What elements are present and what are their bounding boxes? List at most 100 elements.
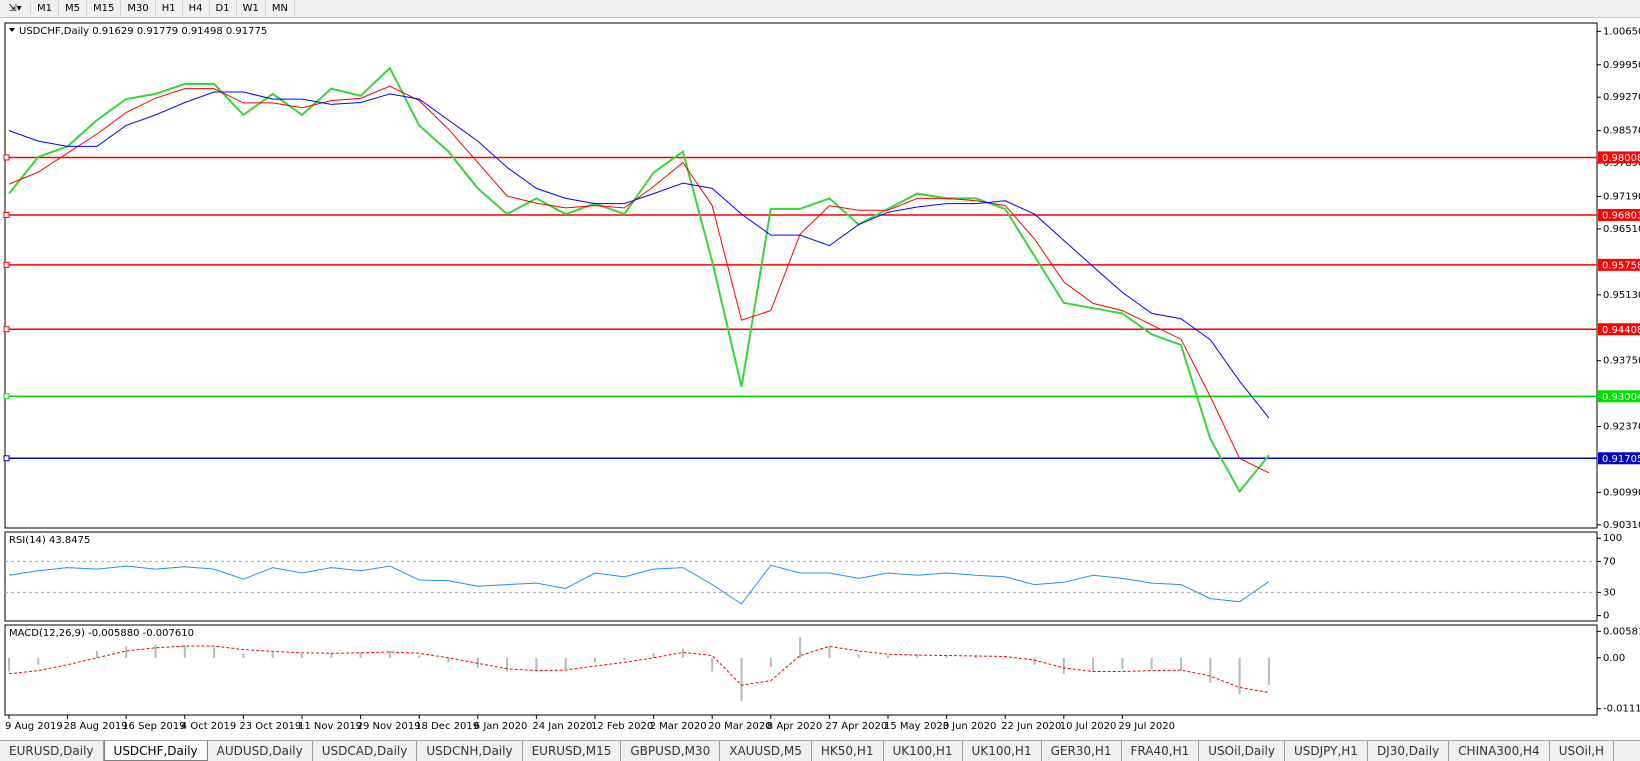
- histogram-bar: [242, 653, 245, 658]
- level-marker: [3, 261, 10, 268]
- level-label-box: [1598, 452, 1640, 465]
- timeframe-button[interactable]: MN: [266, 1, 295, 16]
- histogram-bar: [95, 650, 98, 658]
- histogram-bar: [535, 657, 538, 671]
- panel-title: RSI(14) 43.8475: [9, 535, 90, 546]
- level-label: 0.94408: [1602, 325, 1640, 336]
- level-label-box: [1598, 390, 1640, 403]
- histogram-bar: [1180, 657, 1182, 671]
- chart-tab[interactable]: USDJPY,H1: [1285, 741, 1368, 761]
- x-tick-label: 18 Dec 2019: [415, 721, 479, 732]
- timeframe-button[interactable]: M1: [31, 1, 59, 16]
- series-line: [8, 91, 1270, 419]
- x-tick-label: 9 Aug 2019: [5, 721, 63, 732]
- level-marker: [3, 455, 10, 462]
- histogram-bar: [857, 654, 860, 658]
- level-label: 0.98008: [1602, 153, 1640, 164]
- histogram-bar: [447, 657, 450, 663]
- x-tick-label: 4 Oct 2019: [181, 721, 236, 732]
- chart-tab[interactable]: EURUSD,M15: [523, 741, 622, 761]
- timeframe-toolbar: ⇲▾ M1 M5 M15 M30 H1 H4 D1 W1 MN: [0, 0, 1640, 18]
- histogram-bar: [154, 645, 157, 658]
- x-tick-label: 29 Nov 2019: [357, 721, 421, 732]
- histogram-bar: [945, 655, 948, 658]
- histogram-bar: [1150, 657, 1153, 670]
- level-label: 0.91705: [1602, 454, 1640, 465]
- histogram-bar: [1209, 657, 1212, 683]
- x-tick-label: 8 Apr 2020: [767, 721, 822, 732]
- level-marker: [3, 154, 10, 161]
- chart-tab[interactable]: GER30,H1: [1042, 741, 1122, 761]
- toolbar-icon[interactable]: ⇲▾: [0, 3, 31, 14]
- level-marker: [3, 211, 10, 218]
- histogram-bar: [271, 652, 274, 658]
- chart-tab[interactable]: UK100,H1: [884, 741, 963, 761]
- chart-tab[interactable]: USOil,H: [1550, 741, 1615, 761]
- histogram-bar: [740, 657, 743, 702]
- chart-tab[interactable]: USDCNH,Daily: [417, 741, 523, 761]
- chart-tab[interactable]: FRA40,H1: [1122, 741, 1200, 761]
- histogram-bar: [213, 647, 216, 658]
- chart-tab[interactable]: USDCHF,Daily: [103, 741, 208, 761]
- timeframe-button[interactable]: D1: [210, 1, 237, 16]
- level-label: 0.95758: [1602, 260, 1640, 271]
- timeframe-button[interactable]: M15: [87, 1, 122, 16]
- y-tick-label: -0.011154: [1603, 704, 1640, 715]
- timeframe-button[interactable]: M30: [121, 1, 156, 16]
- histogram-bar: [1238, 657, 1241, 695]
- timeframe-button[interactable]: H1: [156, 1, 183, 16]
- level-marker: [3, 393, 10, 400]
- chart-tab[interactable]: DJ30,Daily: [1368, 741, 1450, 761]
- chart-tab[interactable]: GBPUSD,M30: [621, 741, 721, 761]
- histogram-bar: [1033, 657, 1036, 665]
- level-label-box: [1598, 208, 1640, 221]
- timeframe-button[interactable]: H4: [183, 1, 210, 16]
- level-label-box: [1598, 258, 1640, 271]
- histogram-bar: [769, 657, 772, 667]
- chart-tab[interactable]: HK50,H1: [812, 741, 884, 761]
- x-tick-label: 12 Feb 2020: [591, 721, 653, 732]
- histogram-bar: [711, 657, 714, 672]
- x-tick-label: 16 Sep 2019: [122, 721, 185, 732]
- timeframe-button[interactable]: W1: [237, 1, 266, 16]
- level-label: 0.96803: [1602, 210, 1640, 221]
- chart-tab[interactable]: CHINA300,H4: [1449, 741, 1550, 761]
- chart-tab[interactable]: EURUSD,Daily: [0, 741, 104, 761]
- chart-tab[interactable]: AUDUSD,Daily: [208, 741, 313, 761]
- histogram-bar: [8, 657, 10, 672]
- histogram-bar: [1121, 657, 1124, 670]
- chart-tabs: EURUSD,Daily USDCHF,Daily AUDUSD,Daily USDC…: [0, 740, 1640, 761]
- x-tick-label: 24 Jan 2020: [532, 721, 592, 732]
- x-tick-label: 10 Jul 2020: [1060, 721, 1117, 732]
- timeframe-button[interactable]: M5: [59, 1, 87, 16]
- chart-tab[interactable]: UK100,H1: [963, 741, 1042, 761]
- panel-frame: [4, 22, 1598, 529]
- histogram-bar: [623, 657, 626, 661]
- x-tick-label: 27 Apr 2020: [825, 721, 887, 732]
- y-tick-label: 100: [1603, 533, 1622, 544]
- panel-frame: [4, 531, 1598, 622]
- histogram-bar: [330, 653, 333, 658]
- chart-tab[interactable]: USOil,Daily: [1199, 741, 1285, 761]
- chart-tab[interactable]: USDCAD,Daily: [313, 741, 418, 761]
- y-tick-label: 0.00: [1603, 653, 1625, 664]
- histogram-bar: [916, 654, 919, 658]
- x-tick-label: 22 Jun 2020: [1001, 721, 1061, 732]
- x-tick-label: 6 Jan 2020: [474, 721, 528, 732]
- level-marker: [3, 326, 10, 333]
- y-tick-label: 70: [1603, 556, 1616, 567]
- x-tick-label: 20 Mar 2020: [708, 721, 771, 732]
- chart-tab[interactable]: XAUUSD,M5: [720, 741, 812, 761]
- level-label-box: [1598, 323, 1640, 336]
- x-tick-label: 15 May 2020: [884, 721, 949, 732]
- histogram-bar: [359, 652, 362, 658]
